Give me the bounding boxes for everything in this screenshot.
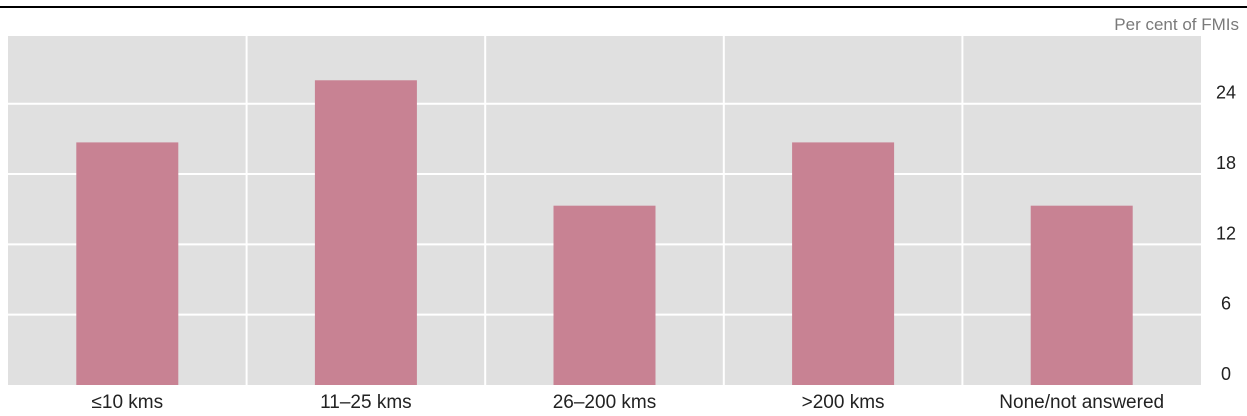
bar — [314, 80, 417, 385]
bar — [1030, 205, 1133, 385]
x-category-label: 26–200 kms — [553, 392, 657, 413]
x-category-label: ≤10 kms — [91, 392, 163, 413]
bar — [792, 142, 895, 385]
x-category-label: 11–25 kms — [320, 392, 412, 413]
x-category-label: >200 kms — [802, 392, 885, 413]
x-category-label: None/not answered — [999, 392, 1164, 413]
y-tick-label: 6 — [1221, 294, 1231, 314]
bar — [553, 205, 656, 385]
y-tick-label: 0 — [1221, 364, 1231, 384]
y-tick-label: 12 — [1216, 223, 1236, 243]
bar — [76, 142, 179, 385]
unit-label: Per cent of FMIs — [1114, 15, 1239, 34]
y-tick-label: 24 — [1216, 83, 1236, 103]
y-tick-label: 18 — [1216, 153, 1236, 173]
